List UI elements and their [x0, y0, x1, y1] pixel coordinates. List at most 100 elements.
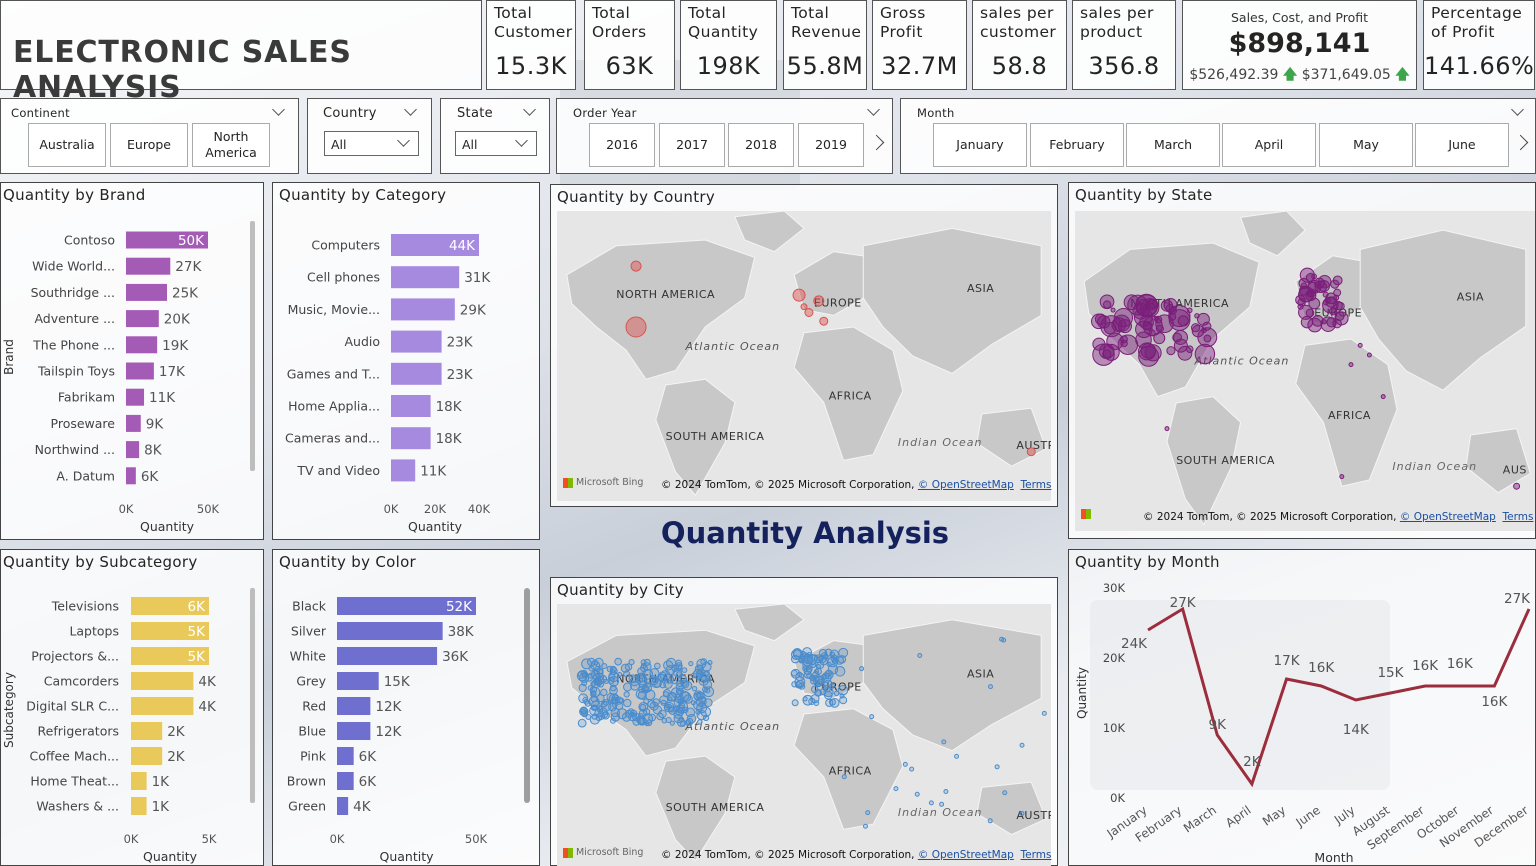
map-bubble[interactable] [841, 774, 847, 780]
map-bubble[interactable] [639, 680, 648, 690]
state-dropdown[interactable]: All [455, 131, 537, 156]
map-bubble[interactable] [1194, 313, 1200, 319]
map-bubble[interactable] [893, 786, 899, 792]
map-bubble[interactable] [578, 672, 590, 684]
map-bubble[interactable] [688, 661, 694, 667]
map-bubble[interactable] [597, 712, 606, 720]
map-bubble[interactable] [1144, 344, 1162, 362]
map-bubble[interactable] [1168, 309, 1191, 331]
map-bubble[interactable] [1333, 288, 1342, 297]
map-bubble[interactable] [611, 694, 619, 702]
bar[interactable] [391, 427, 431, 450]
map-bubble[interactable] [1186, 307, 1193, 314]
bar[interactable] [126, 467, 136, 485]
map-bubble[interactable] [1102, 343, 1120, 361]
map-bubble[interactable] [581, 658, 592, 670]
map-bubble[interactable] [696, 691, 705, 700]
map-bubble[interactable] [661, 717, 668, 724]
map-bubble[interactable] [578, 683, 587, 692]
bar[interactable] [337, 797, 349, 815]
map-bubble[interactable] [1335, 301, 1345, 311]
bar[interactable] [391, 362, 442, 385]
map-bubble[interactable] [1138, 342, 1157, 361]
bar[interactable] [131, 722, 163, 740]
month-option-january[interactable]: January [933, 123, 1027, 167]
map-bubble[interactable] [1201, 327, 1207, 334]
map-bubble[interactable] [638, 701, 649, 712]
map-bubble[interactable] [869, 714, 875, 720]
map-bubble[interactable] [1513, 482, 1521, 490]
map-bubble[interactable] [835, 656, 845, 665]
map-bubble[interactable] [999, 636, 1005, 642]
map-bubble[interactable] [648, 713, 657, 722]
map-bubble[interactable] [1357, 342, 1363, 348]
map-bubble[interactable] [1113, 308, 1134, 328]
bar[interactable] [126, 388, 145, 406]
map-bubble[interactable] [795, 679, 805, 689]
bar[interactable] [131, 597, 209, 615]
bar[interactable] [391, 298, 455, 321]
map-bubble[interactable] [1339, 474, 1345, 480]
map-bubble[interactable] [1308, 297, 1321, 310]
month-option-june[interactable]: June [1415, 123, 1509, 167]
map-bubble[interactable] [1328, 307, 1338, 316]
map-bubble[interactable] [1300, 315, 1314, 329]
map-bubble[interactable] [928, 800, 934, 806]
map-bubble[interactable] [1168, 306, 1178, 315]
map-bubble[interactable] [678, 707, 684, 714]
map-bubble[interactable] [809, 661, 817, 669]
map-bubble[interactable] [686, 714, 697, 724]
map-bubble[interactable] [652, 705, 663, 715]
bar[interactable] [337, 747, 354, 765]
map-bubble[interactable] [679, 690, 690, 702]
map-bubble[interactable] [1197, 312, 1210, 326]
terms-link[interactable]: Terms [1020, 479, 1052, 491]
map-bubble[interactable] [917, 652, 923, 658]
map-bubble[interactable] [606, 665, 614, 673]
bar[interactable] [126, 257, 171, 275]
map-bubble[interactable] [1153, 316, 1159, 322]
map-bubble[interactable] [593, 668, 604, 678]
bar[interactable] [391, 234, 479, 256]
country-dropdown[interactable]: All [324, 131, 419, 156]
map-bubble[interactable] [624, 663, 633, 671]
map-bubble[interactable] [902, 761, 908, 767]
map-bubble[interactable] [802, 696, 808, 702]
map-bubble[interactable] [668, 707, 675, 713]
map-bubble[interactable] [638, 717, 646, 725]
bar[interactable] [391, 330, 442, 353]
map-bubble[interactable] [654, 662, 661, 670]
map-bubble[interactable] [609, 667, 618, 675]
map-bubble[interactable] [1317, 280, 1330, 293]
bar[interactable] [337, 672, 379, 690]
map-bubble[interactable] [914, 791, 920, 797]
map-bubble[interactable] [1091, 313, 1107, 330]
map-bubble[interactable] [603, 678, 609, 685]
map-bubble[interactable] [624, 709, 633, 718]
map-bubble[interactable] [656, 712, 664, 721]
map-bubble[interactable] [987, 818, 993, 824]
map-bubble[interactable] [1297, 303, 1304, 310]
map-bubble[interactable] [829, 649, 839, 659]
bar[interactable] [337, 597, 476, 615]
map-bubble[interactable] [614, 657, 623, 666]
map-bubble[interactable] [672, 667, 682, 678]
map-bubble[interactable] [695, 670, 703, 678]
map-bubble[interactable] [823, 687, 834, 698]
bar[interactable] [126, 362, 154, 380]
map-bubble[interactable] [651, 677, 662, 689]
map-bubble[interactable] [642, 668, 654, 680]
map-bubble[interactable] [1380, 394, 1386, 400]
map-bubble[interactable] [1307, 281, 1319, 294]
map-bubble[interactable] [601, 663, 608, 670]
map-bubble[interactable] [943, 789, 949, 795]
month-option-february[interactable]: February [1030, 123, 1124, 167]
map-bubble[interactable] [827, 664, 839, 675]
map-bubble[interactable] [665, 657, 677, 669]
map-bubble[interactable] [839, 696, 848, 705]
map-bubble[interactable] [610, 712, 621, 722]
bar[interactable] [131, 672, 194, 690]
map-bubble[interactable] [909, 766, 915, 772]
